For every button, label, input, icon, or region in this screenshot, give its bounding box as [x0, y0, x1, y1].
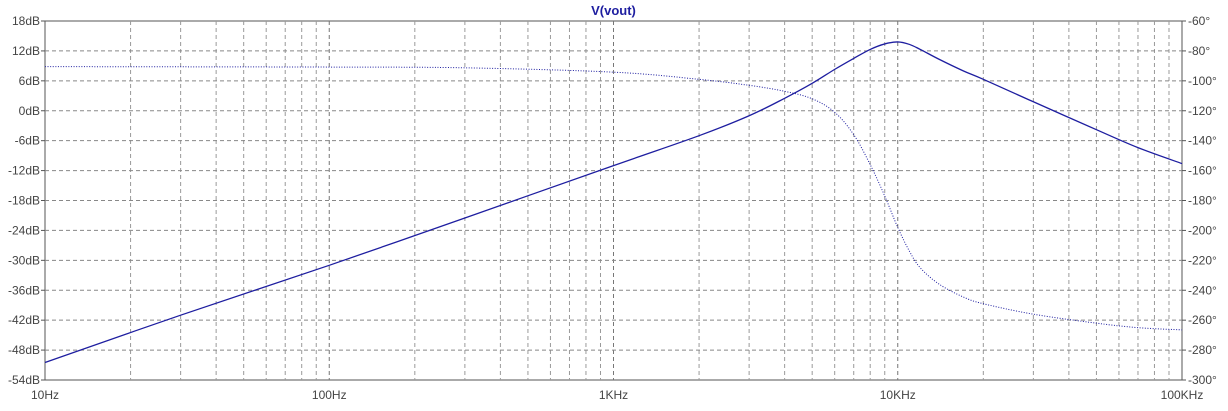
y-right-tick-label: -180°: [1188, 194, 1217, 208]
grid: [45, 21, 1182, 380]
x-tick-label: 1KHz: [599, 388, 628, 402]
magnitude-curve: [44, 41, 1183, 364]
y-right-tick-label: -60°: [1188, 14, 1210, 28]
y-right-tick-label: -240°: [1188, 283, 1217, 297]
y-left-tick-label: -36dB: [8, 283, 40, 297]
x-tick-label: 100Hz: [312, 388, 347, 402]
y-left-tick-label: -24dB: [8, 223, 40, 237]
phase-curve: [44, 66, 1183, 331]
y-left-tick-label: 18dB: [12, 14, 40, 28]
y-right-tick-label: -280°: [1188, 343, 1217, 357]
x-tick-label: 10Hz: [31, 388, 59, 402]
y-left-tick-label: -42dB: [8, 313, 40, 327]
y-left-tick-label: -54dB: [8, 373, 40, 387]
y-right-tick-label: -220°: [1188, 253, 1217, 267]
y-right-tick-label: -140°: [1188, 134, 1217, 148]
y-right-tick-label: -260°: [1188, 313, 1217, 327]
y-left-tick-label: 12dB: [12, 44, 40, 58]
x-tick-label: 100KHz: [1161, 388, 1204, 402]
y-left-tick-label: 0dB: [19, 104, 40, 118]
y-left-tick-label: -48dB: [8, 343, 40, 357]
y-right-tick-label: -120°: [1188, 104, 1217, 118]
y-left-tick-label: -12dB: [8, 164, 40, 178]
y-right-tick-label: -160°: [1188, 164, 1217, 178]
y-left-tick-label: -6dB: [15, 134, 40, 148]
y-right-tick-label: -300°: [1188, 373, 1217, 387]
x-tick-label: 10KHz: [880, 388, 916, 402]
y-right-tick-label: -80°: [1188, 44, 1210, 58]
chart-title: V(vout): [591, 3, 636, 18]
y-left-tick-label: 6dB: [19, 74, 40, 88]
y-left-tick-label: -18dB: [8, 194, 40, 208]
y-right-tick-label: -100°: [1188, 74, 1217, 88]
y-right-tick-label: -200°: [1188, 223, 1217, 237]
y-left-tick-label: -30dB: [8, 253, 40, 267]
